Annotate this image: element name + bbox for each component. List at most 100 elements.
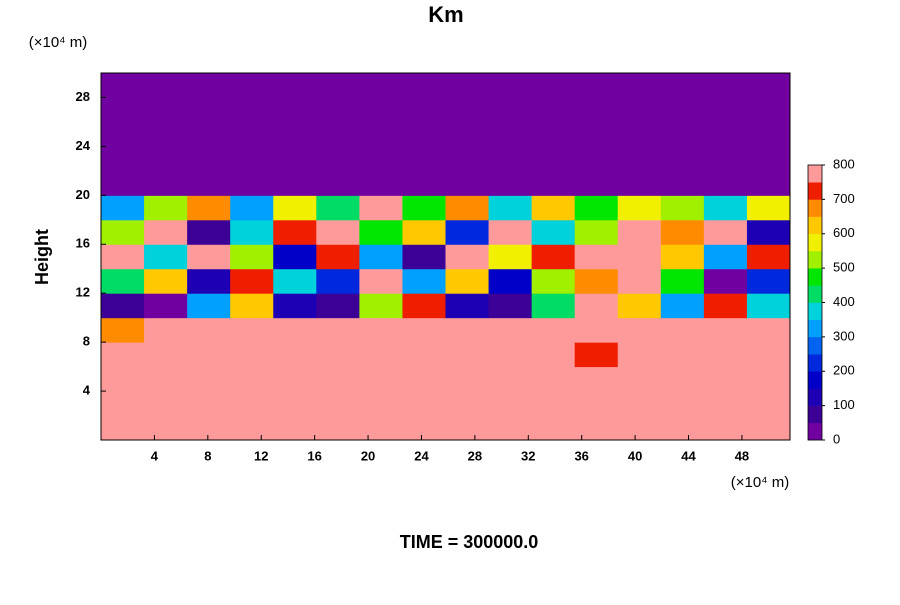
contour-cell bbox=[488, 73, 533, 98]
contour-cell bbox=[703, 415, 748, 441]
contour-cell bbox=[144, 293, 188, 319]
contour-cell bbox=[574, 195, 619, 221]
contour-cell bbox=[273, 293, 317, 319]
contour-cell bbox=[531, 244, 576, 270]
contour-cell bbox=[273, 219, 317, 245]
colorbar-band bbox=[808, 216, 822, 235]
contour-cell bbox=[445, 73, 490, 98]
contour-cell bbox=[316, 268, 360, 294]
colorbar-band bbox=[808, 319, 822, 338]
contour-cell bbox=[144, 366, 188, 392]
contour-cell bbox=[531, 415, 576, 441]
contour-cell bbox=[187, 170, 231, 196]
contour-cell bbox=[359, 195, 403, 221]
contour-cell bbox=[273, 268, 317, 294]
contour-cell bbox=[230, 219, 274, 245]
contour-cell bbox=[101, 146, 145, 172]
contour-cell bbox=[273, 121, 317, 147]
contour-cell bbox=[660, 317, 705, 343]
contour-cell bbox=[574, 342, 619, 368]
contour-cell bbox=[144, 219, 188, 245]
colorbar-band bbox=[808, 165, 822, 183]
contour-cell bbox=[144, 146, 188, 172]
contour-cell bbox=[660, 195, 705, 221]
x-tick-label: 8 bbox=[204, 448, 211, 463]
contour-cell bbox=[531, 317, 576, 343]
x-tick-label: 32 bbox=[521, 448, 535, 463]
colorbar-band bbox=[808, 422, 822, 441]
contour-cell bbox=[488, 97, 533, 123]
contour-cell bbox=[402, 170, 446, 196]
contour-cell bbox=[488, 219, 533, 245]
colorbar-tick-label: 400 bbox=[833, 294, 855, 309]
x-unit: (×10⁴ m) bbox=[731, 474, 790, 491]
contour-cell bbox=[574, 244, 619, 270]
contour-cell bbox=[703, 146, 748, 172]
contour-cell bbox=[703, 391, 748, 417]
contour-cell bbox=[273, 366, 317, 392]
contour-cell bbox=[101, 415, 145, 441]
contour-cell bbox=[101, 391, 145, 417]
contour-cell bbox=[660, 415, 705, 441]
contour-cell bbox=[273, 146, 317, 172]
contour-cell bbox=[488, 293, 533, 319]
contour-cell bbox=[445, 415, 490, 441]
contour-cell bbox=[359, 73, 403, 98]
contour-cell bbox=[101, 342, 145, 368]
contour-cell bbox=[230, 391, 274, 417]
contour-cell bbox=[617, 317, 662, 343]
contour-cell bbox=[101, 97, 145, 123]
contour-cell bbox=[660, 73, 705, 98]
contour-cell bbox=[574, 317, 619, 343]
contour-cell bbox=[746, 415, 791, 441]
colorbar-tick-label: 600 bbox=[833, 225, 855, 240]
contour-cell bbox=[660, 97, 705, 123]
contour-cell bbox=[746, 244, 791, 270]
contour-cell bbox=[144, 391, 188, 417]
contour-cell bbox=[445, 391, 490, 417]
x-tick-label: 48 bbox=[735, 448, 749, 463]
contour-cell bbox=[359, 170, 403, 196]
contour-cell bbox=[660, 146, 705, 172]
contour-cell bbox=[402, 219, 446, 245]
colorbar-band bbox=[808, 250, 822, 269]
contour-cell bbox=[488, 195, 533, 221]
contour-cell bbox=[703, 244, 748, 270]
contour-cell bbox=[101, 73, 145, 98]
contour-cell bbox=[617, 73, 662, 98]
contour-cell bbox=[574, 268, 619, 294]
contour-cell bbox=[488, 391, 533, 417]
contour-cell bbox=[660, 366, 705, 392]
contour-cell bbox=[445, 268, 490, 294]
colorbar-band bbox=[808, 233, 822, 252]
contour-cell bbox=[273, 415, 317, 441]
contour-cell bbox=[359, 293, 403, 319]
contour-cell bbox=[660, 391, 705, 417]
y-tick-label: 12 bbox=[76, 285, 90, 300]
contour-cell bbox=[746, 219, 791, 245]
contour-cell bbox=[703, 97, 748, 123]
contour-cell bbox=[101, 219, 145, 245]
plot-frame bbox=[100, 72, 791, 441]
contour-cell bbox=[144, 342, 188, 368]
contour-cell bbox=[617, 391, 662, 417]
contour-cell bbox=[144, 170, 188, 196]
contour-cell bbox=[230, 415, 274, 441]
contour-cell bbox=[316, 146, 360, 172]
contour-cell bbox=[703, 121, 748, 147]
contour-cell bbox=[574, 73, 619, 98]
contour-cell bbox=[574, 366, 619, 392]
contour-cell bbox=[402, 244, 446, 270]
contour-cell bbox=[703, 317, 748, 343]
x-tick-label: 36 bbox=[574, 448, 588, 463]
contour-cell bbox=[230, 170, 274, 196]
contour-cell bbox=[746, 391, 791, 417]
contour-cell bbox=[660, 219, 705, 245]
contour-cell bbox=[316, 244, 360, 270]
contour-cell bbox=[230, 244, 274, 270]
contour-cell bbox=[445, 293, 490, 319]
colorbar-band bbox=[808, 371, 822, 389]
contour-cell bbox=[273, 170, 317, 196]
colorbar-band bbox=[808, 354, 822, 372]
